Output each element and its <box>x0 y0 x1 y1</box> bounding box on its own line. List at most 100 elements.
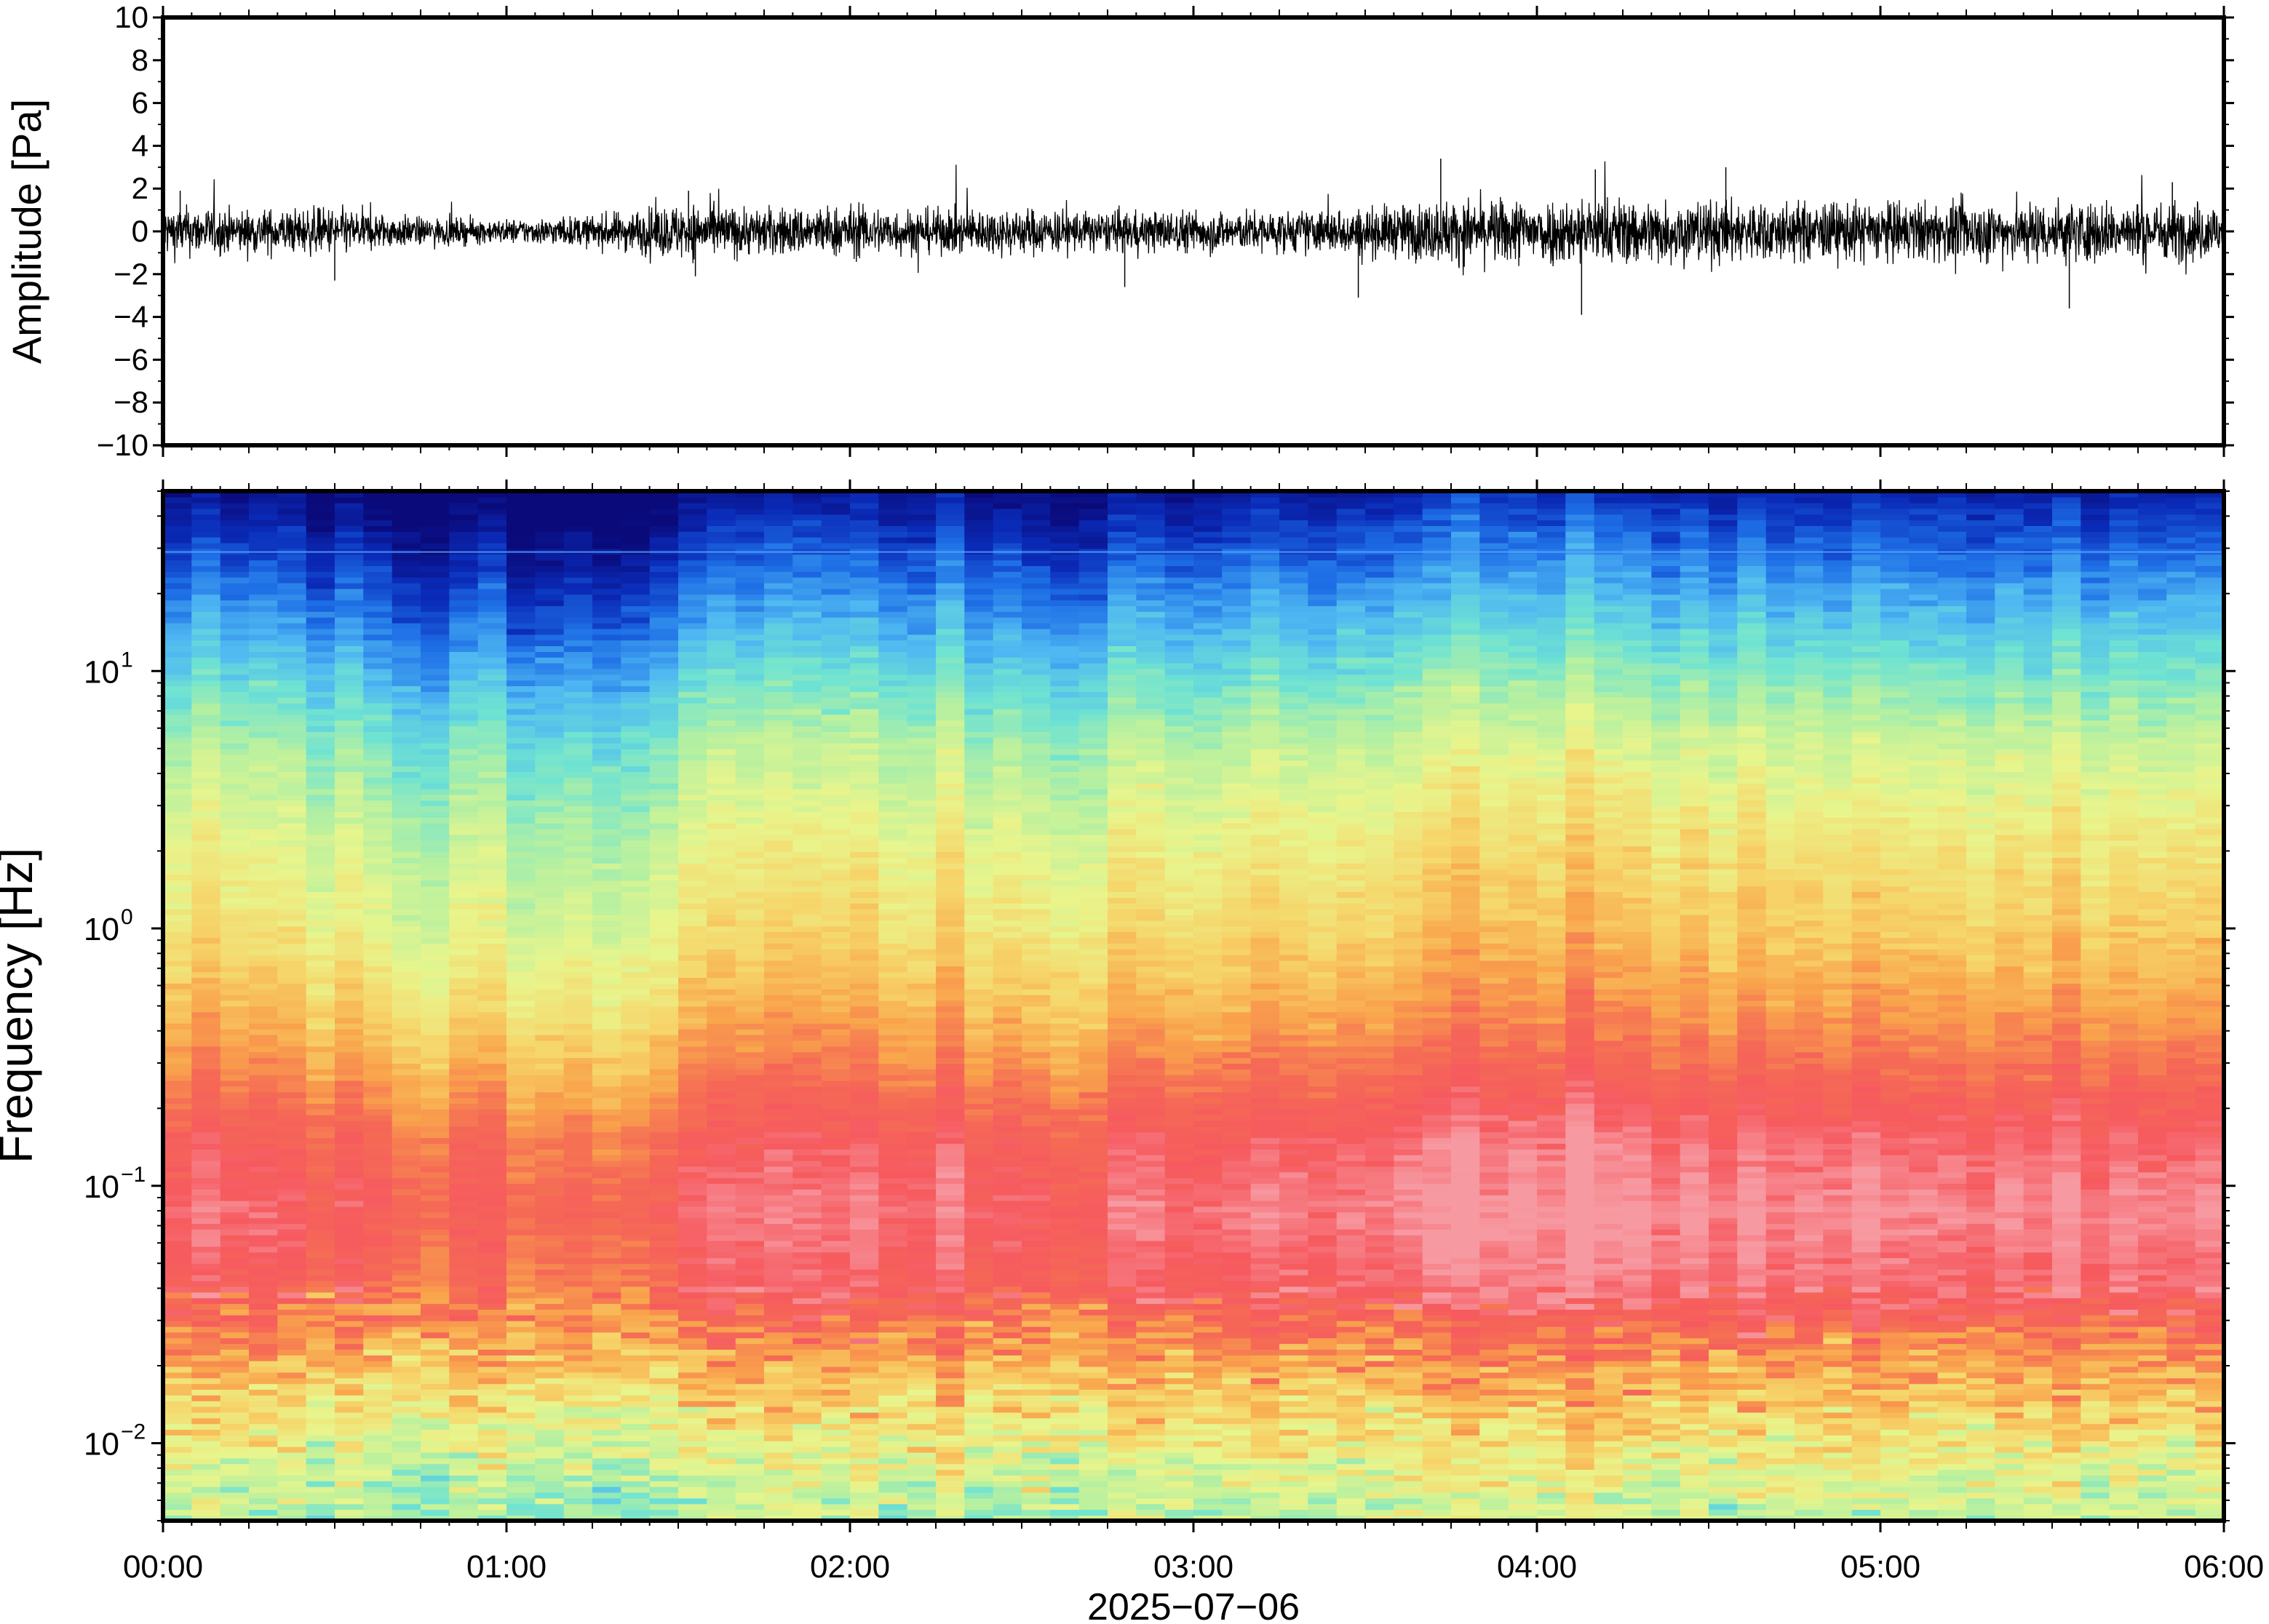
spectrogram-cell <box>792 1417 822 1425</box>
spectrogram-cell <box>249 908 279 915</box>
spectrogram-cell <box>764 1211 794 1219</box>
spectrogram-cell <box>306 1303 335 1310</box>
spectrogram-cell <box>449 914 479 921</box>
spectrogram-cell <box>306 1028 335 1035</box>
spectrogram-cell <box>878 885 908 893</box>
spectrogram-cell <box>220 954 250 961</box>
spectrogram-cell <box>792 1189 822 1195</box>
spectrogram-cell <box>563 1028 593 1035</box>
spectrogram-cell <box>649 903 679 909</box>
spectrogram-cell <box>649 1355 679 1361</box>
spectrogram-cell <box>477 657 507 664</box>
spectrogram-cell <box>477 554 507 561</box>
spectrogram-cell <box>163 960 193 967</box>
spectrogram-cell <box>306 811 335 818</box>
spectrogram-cell <box>735 748 765 755</box>
spectrogram-cell <box>792 926 822 933</box>
spectrogram-cell <box>220 1040 250 1047</box>
spectrogram-cell <box>821 943 851 950</box>
spectrogram-cell <box>335 668 365 675</box>
spectrogram-cell <box>678 1040 708 1047</box>
spectrogram-cell <box>764 1011 794 1019</box>
spectrogram-cell <box>792 622 822 629</box>
spectrogram-cell <box>621 531 651 538</box>
spectrogram-cell <box>592 1269 622 1275</box>
spectrogram-cell <box>792 714 822 721</box>
spectrogram-cell <box>735 1435 765 1441</box>
spectrogram-cell <box>335 576 365 584</box>
spectrogram-cell <box>363 582 393 589</box>
spectrogram-cell <box>621 708 651 715</box>
spectrogram-cell <box>163 1417 193 1425</box>
spectrogram-cell <box>878 640 908 647</box>
spectrogram-cell <box>850 1503 880 1510</box>
spectrogram-cell <box>392 834 421 841</box>
spectrogram-cell <box>649 571 679 578</box>
spectrogram-cell <box>306 560 335 566</box>
spectrogram-cell <box>621 1366 651 1373</box>
spectrogram-cell <box>821 1355 851 1361</box>
spectrogram-cell <box>421 1326 450 1333</box>
spectrogram-cell <box>621 937 651 944</box>
spectrogram-cell <box>878 1486 908 1493</box>
spectrogram-cell <box>707 811 736 818</box>
spectrogram-cell <box>878 697 908 704</box>
spectrogram-cell <box>735 988 765 995</box>
spectrogram-cell <box>907 960 937 967</box>
spectrogram-cell <box>163 1017 193 1024</box>
spectrogram-cell <box>535 1509 565 1516</box>
spectrogram-cell <box>249 1034 279 1041</box>
spectrogram-cell <box>220 1206 250 1213</box>
spectrogram-cell <box>764 1240 794 1247</box>
spectrogram-cell <box>306 1349 335 1356</box>
spectrogram-cell <box>649 576 679 584</box>
spectrogram-cell <box>277 1154 307 1161</box>
spectrogram-cell <box>477 1360 507 1367</box>
spectrogram-cell <box>621 1355 651 1361</box>
spectrogram-cell <box>764 782 794 789</box>
spectrogram-cell <box>506 977 536 984</box>
spectrogram-cell <box>678 885 708 893</box>
spectrogram-cell <box>249 1223 279 1230</box>
spectrogram-cell <box>907 1051 937 1059</box>
spectrogram-cell <box>277 737 307 744</box>
spectrogram-cell <box>249 1315 279 1321</box>
spectrogram-cell <box>621 1320 651 1327</box>
spectrogram-cell <box>821 576 851 584</box>
spectrogram-cell <box>649 1440 679 1447</box>
spectrogram-cell <box>649 611 679 618</box>
spectrogram-cell <box>306 714 335 721</box>
spectrogram-cell <box>191 576 221 584</box>
spectrogram-cell <box>163 1303 193 1310</box>
spectrogram-cell <box>563 1000 593 1007</box>
spectrogram-cell <box>277 885 307 893</box>
spectrogram-cell <box>449 1034 479 1041</box>
spectrogram-cell <box>735 1486 765 1493</box>
spectrogram-cell <box>421 571 450 578</box>
spectrogram-cell <box>421 1160 450 1167</box>
spectrogram-cell <box>449 1263 479 1270</box>
spectrogram-cell <box>563 685 593 692</box>
spectrogram-cell <box>421 1383 450 1390</box>
spectrogram-cell <box>477 731 507 738</box>
spectrogram-cell <box>277 777 307 784</box>
spectrogram-cell <box>621 1280 651 1287</box>
spectrogram-cell <box>392 645 421 652</box>
spectrogram-cell <box>249 1440 279 1447</box>
spectrogram-cell <box>764 1251 794 1259</box>
spectrogram-cell <box>220 1194 250 1201</box>
spectrogram-cell <box>792 1069 822 1075</box>
spectrogram-cell <box>735 954 765 961</box>
spectrogram-cell <box>707 1000 736 1007</box>
spectrogram-cell <box>621 1240 651 1247</box>
spectrogram-cell <box>191 994 221 1001</box>
spectrogram-cell <box>220 600 250 607</box>
spectrogram-cell <box>649 851 679 858</box>
spectrogram-cell <box>735 926 765 933</box>
spectrogram-cell <box>249 1131 279 1139</box>
spectrogram-cell <box>477 628 507 635</box>
spectrogram-cell <box>392 520 421 526</box>
spectrogram-cell <box>821 1069 851 1075</box>
spectrogram-cell <box>363 1377 393 1385</box>
spectrogram-cell <box>506 1257 536 1265</box>
